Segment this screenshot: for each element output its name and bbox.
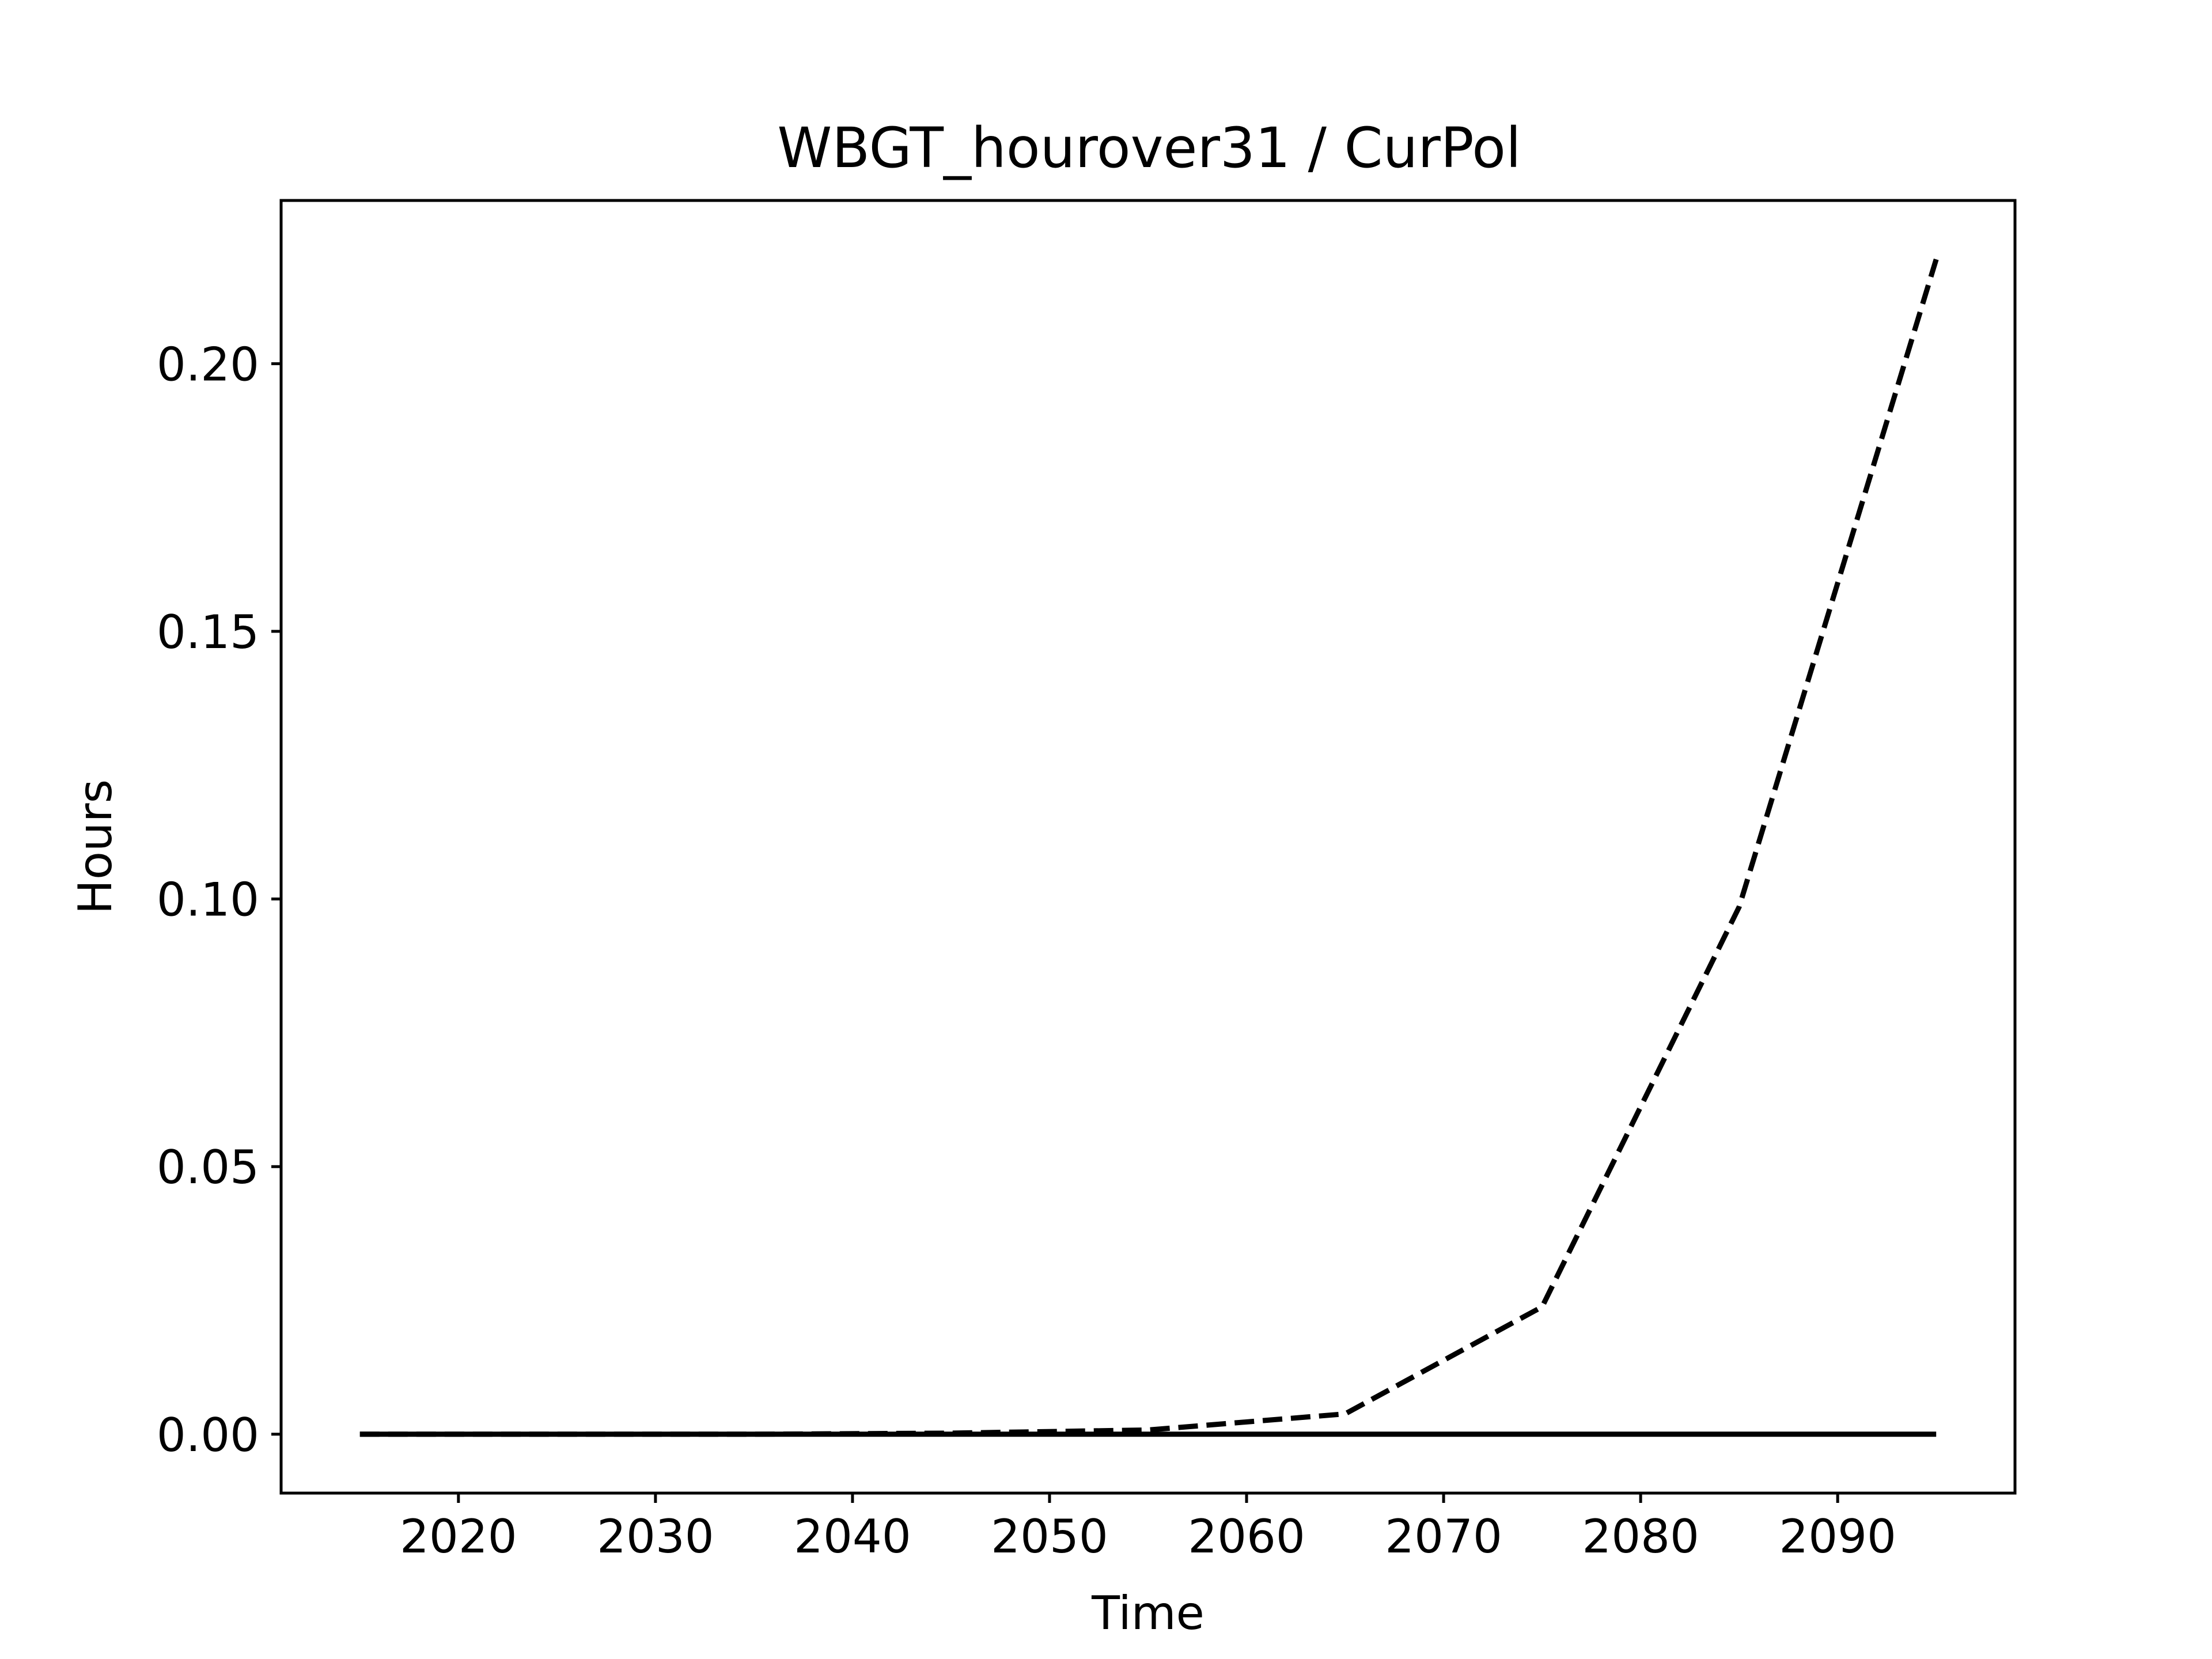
y-tick-label: 0.05 [157, 1141, 259, 1194]
x-tick-label: 2030 [597, 1510, 714, 1563]
plot-frame [279, 199, 2017, 1495]
y-axis-ticks: 0.00 0.05 0.10 0.15 0.20 [157, 338, 281, 1462]
x-tick-label: 2080 [1582, 1510, 1699, 1563]
x-tick-label: 2060 [1188, 1510, 1305, 1563]
y-tick-label: 0.20 [157, 338, 259, 391]
x-tick-label: 2070 [1385, 1510, 1502, 1563]
y-axis-label: Hours [69, 779, 122, 914]
x-tick-label: 2050 [991, 1510, 1108, 1563]
y-tick-label: 0.15 [157, 605, 259, 659]
x-axis-ticks: 2020 2030 2040 2050 2060 2070 2080 2090 [400, 1493, 1896, 1563]
x-tick-label: 2090 [1779, 1510, 1896, 1563]
chart-title: WBGT_hourover31 / CurPol [777, 116, 1521, 180]
x-tick-label: 2040 [794, 1510, 911, 1563]
y-tick-label: 0.10 [157, 873, 259, 927]
x-axis-label: Time [1091, 1586, 1205, 1640]
series-layer [359, 258, 1939, 1437]
y-tick-label: 0.00 [157, 1408, 259, 1462]
x-tick-label: 2020 [400, 1510, 517, 1563]
series-line-dashed [359, 258, 1939, 1437]
